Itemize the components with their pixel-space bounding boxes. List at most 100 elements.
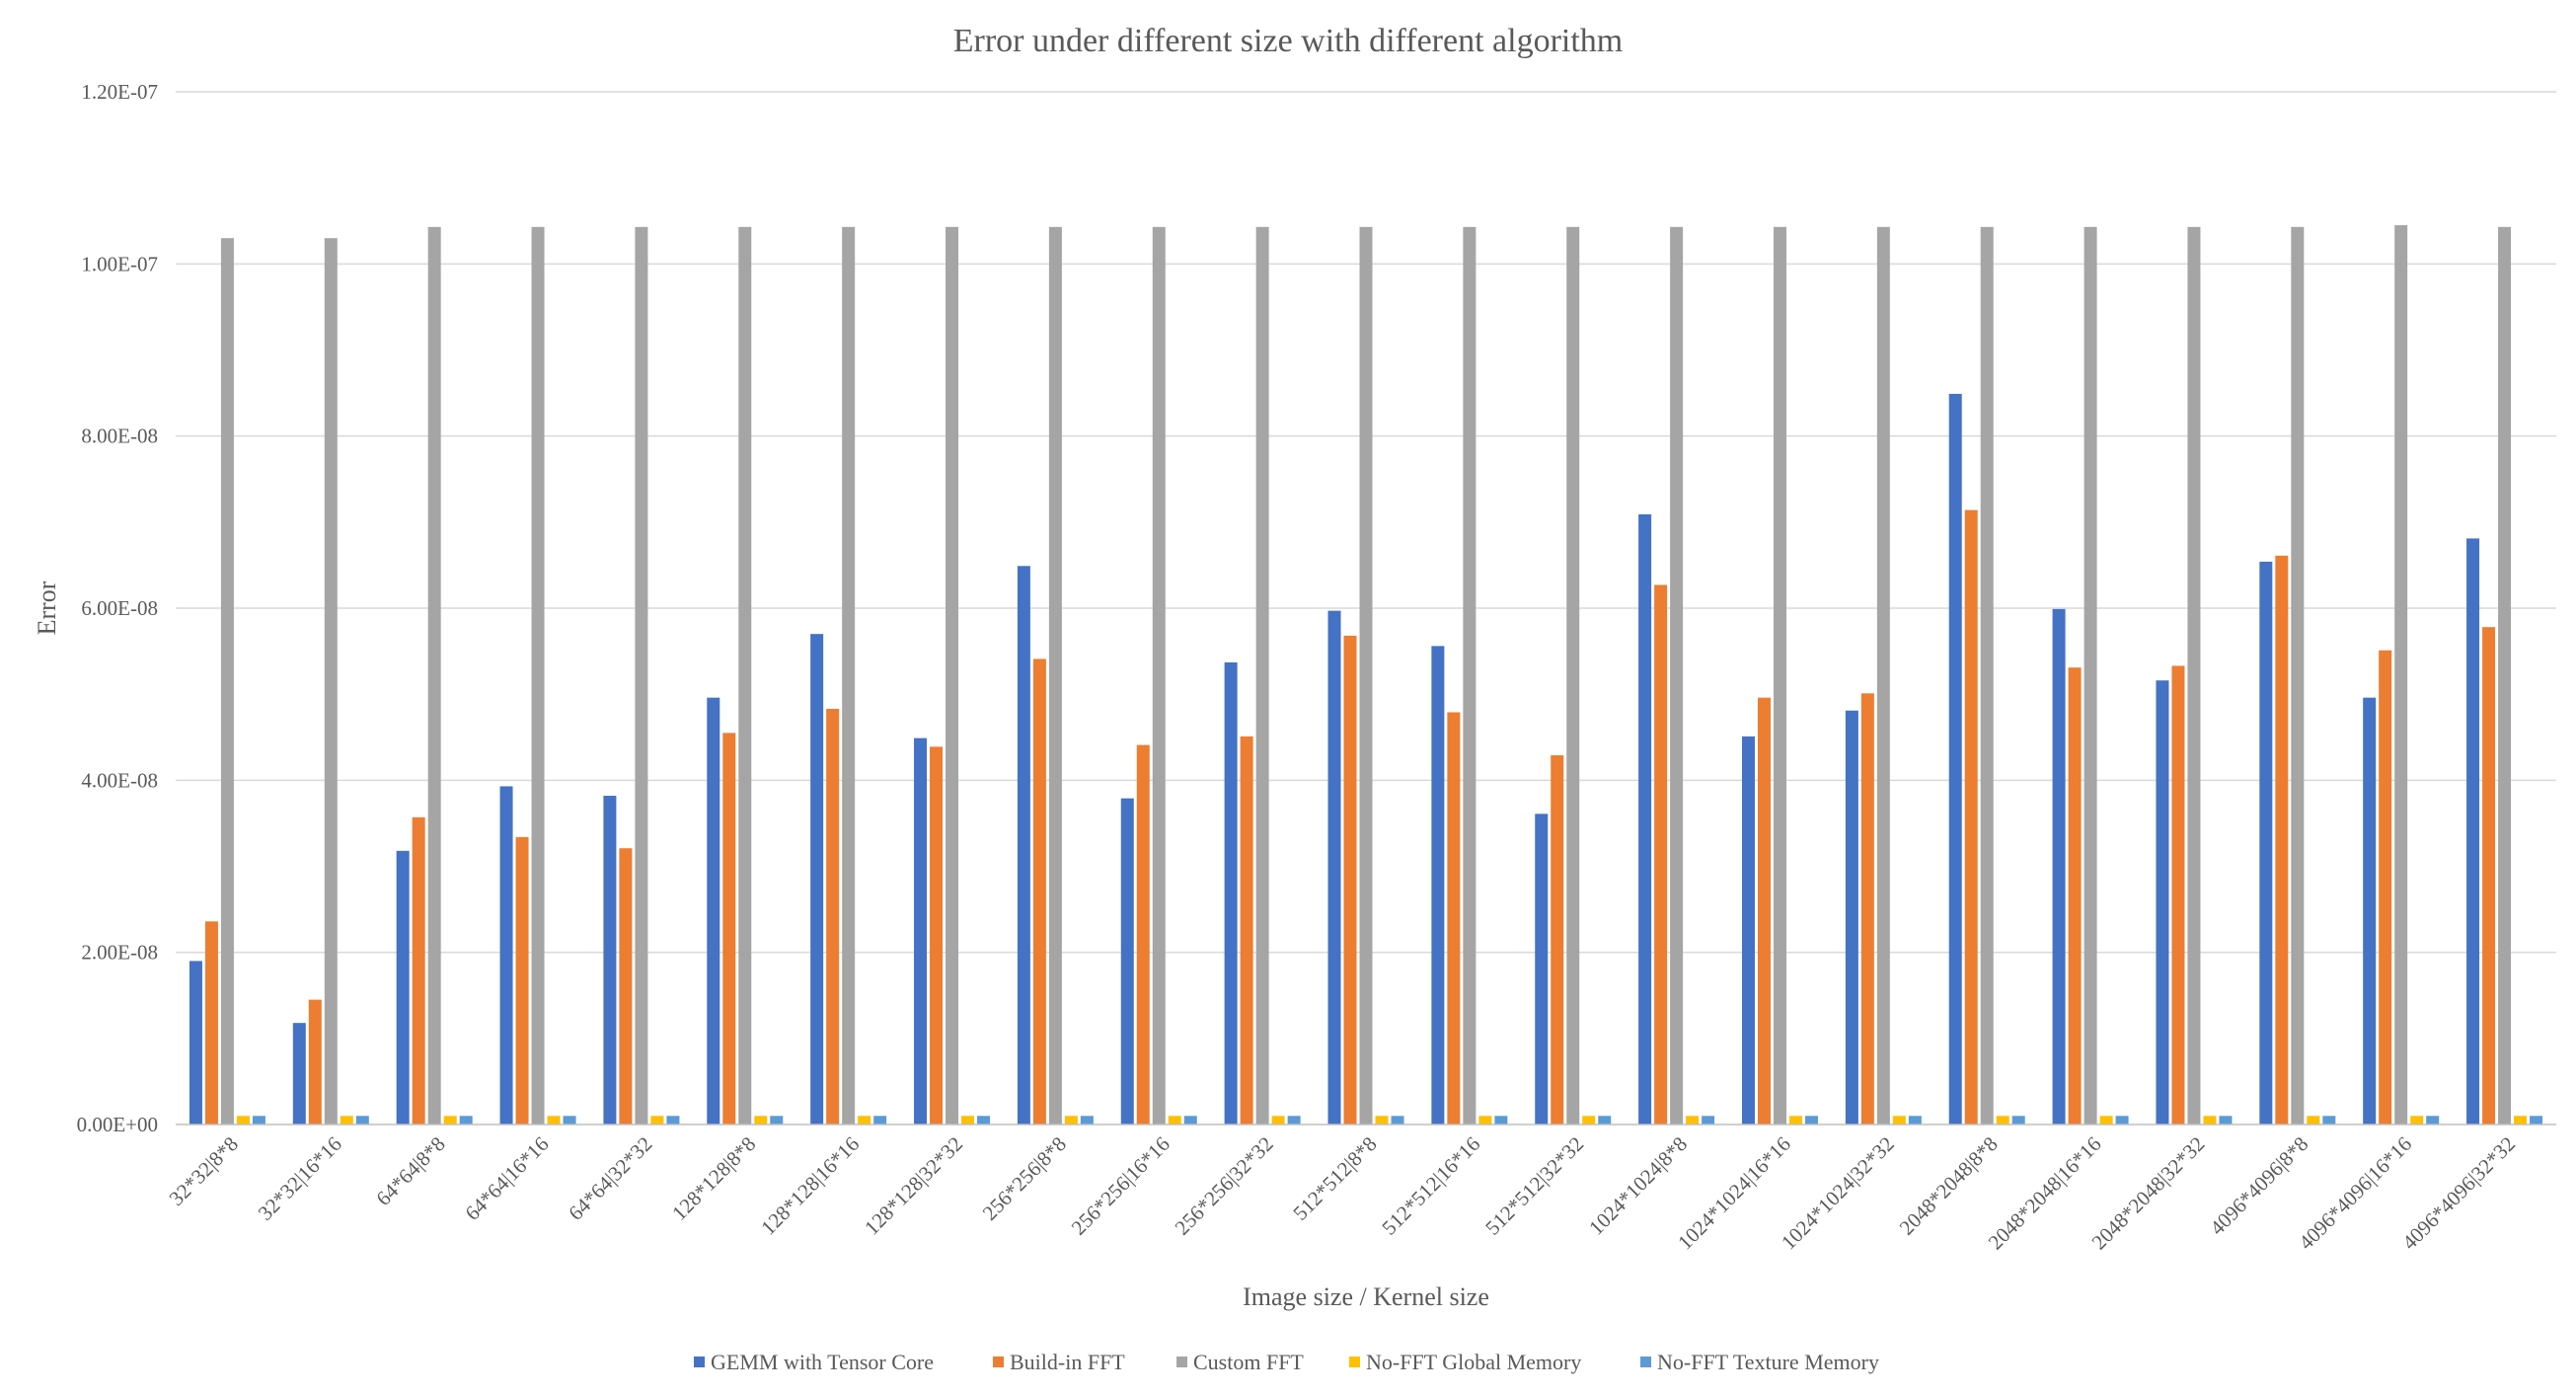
bar (396, 850, 410, 1125)
bar (1876, 226, 1890, 1125)
bar (2530, 1116, 2543, 1125)
bar (1168, 1116, 1181, 1125)
y-tick-label: 6.00E-08 (81, 596, 158, 620)
x-tick-label: 128*128|8*8 (667, 1132, 760, 1225)
bar (1908, 1116, 1922, 1125)
bar (1686, 1116, 1700, 1125)
bar (1017, 566, 1030, 1125)
x-tick-label: 256*256|16*16 (1067, 1132, 1174, 1240)
bar (2171, 665, 2185, 1125)
x-tick-label: 256*256|32*32 (1171, 1132, 1278, 1240)
bar (2482, 627, 2496, 1125)
bar (826, 708, 840, 1125)
bar (2219, 1116, 2233, 1125)
x-tick-label: 256*256|8*8 (978, 1132, 1071, 1225)
bar (2322, 1116, 2336, 1125)
y-tick-label: 2.00E-08 (81, 941, 158, 965)
legend-swatch (694, 1357, 705, 1367)
legend-swatch (1176, 1357, 1187, 1367)
bar (1375, 1116, 1389, 1125)
chart-title: Error under different size with differen… (953, 23, 1624, 59)
x-tick-label: 4096*4096|32*32 (2397, 1132, 2520, 1255)
bar (666, 1116, 680, 1125)
legend-label: No-FFT Global Memory (1366, 1350, 1581, 1374)
bar (2203, 1116, 2217, 1125)
bar (1980, 226, 1994, 1125)
bar (754, 1116, 768, 1125)
bar (1670, 226, 1684, 1125)
x-axis-ticks: 32*32|8*8 32*32|16*16 64*64|8*8 64*64|16*16… (165, 1132, 2520, 1255)
bar (1948, 393, 1962, 1125)
bar (961, 1116, 975, 1125)
bar (770, 1116, 784, 1125)
bar (204, 921, 218, 1125)
bar (1638, 513, 1652, 1125)
y-axis-title: Error (33, 581, 61, 635)
x-tick-label: 4096*4096|8*8 (2205, 1132, 2312, 1240)
bar (252, 1116, 265, 1125)
y-axis-ticks: 0.00E+00 2.00E-08 4.00E-08 6.00E-08 8.00E-08… (77, 80, 158, 1136)
bar (563, 1116, 576, 1125)
bar (946, 226, 959, 1125)
bar (1343, 635, 1357, 1125)
bar (1032, 659, 1046, 1125)
legend-swatch (1349, 1357, 1360, 1367)
bar (340, 1116, 353, 1125)
bar (1702, 1116, 1715, 1125)
bar (2394, 225, 2408, 1125)
legend-label: Custom FFT (1193, 1350, 1304, 1374)
bar (220, 238, 234, 1125)
bar (722, 733, 736, 1125)
bar (2291, 226, 2305, 1125)
bar (2379, 650, 2392, 1125)
x-tick-label: 2048*2048|32*32 (2087, 1132, 2210, 1255)
legend-label: GEMM with Tensor Core (711, 1350, 934, 1374)
y-tick-label: 8.00E-08 (81, 425, 158, 448)
y-tick-label: 1.20E-07 (81, 80, 158, 104)
bar (2084, 226, 2097, 1125)
bar (2363, 697, 2377, 1125)
x-tick-label: 512*512|16*16 (1377, 1132, 1484, 1240)
bar (1741, 736, 1755, 1125)
bar (459, 1116, 473, 1125)
bar (2426, 1116, 2440, 1125)
bar (842, 226, 856, 1125)
bar (2275, 555, 2289, 1125)
bar (324, 238, 338, 1125)
bar (707, 697, 720, 1125)
bar (515, 836, 529, 1125)
legend-label: No-FFT Texture Memory (1657, 1350, 1879, 1374)
bar (1654, 584, 1668, 1125)
bar (1773, 226, 1786, 1125)
bar (977, 1116, 991, 1125)
bar (650, 1116, 664, 1125)
x-tick-label: 1024*1024|32*32 (1777, 1132, 1899, 1255)
bar (1463, 226, 1477, 1125)
legend-label: Build-in FFT (1010, 1350, 1125, 1374)
bar (1447, 712, 1461, 1125)
bar (531, 226, 545, 1125)
bar (873, 1116, 887, 1125)
bar (1535, 814, 1549, 1125)
bar (1996, 1116, 2009, 1125)
bar (2514, 1116, 2528, 1125)
x-tick-label: 512*512|32*32 (1480, 1132, 1588, 1240)
bar (1183, 1116, 1197, 1125)
bar (443, 1116, 457, 1125)
x-tick-label: 512*512|8*8 (1288, 1132, 1381, 1225)
bar (2156, 680, 2169, 1125)
bar (914, 737, 928, 1125)
bar (2410, 1116, 2424, 1125)
bar (1391, 1116, 1404, 1125)
bar (1964, 509, 1978, 1125)
bar (603, 796, 617, 1125)
x-tick-label: 64*64|8*8 (371, 1132, 449, 1210)
x-tick-label: 128*128|16*16 (756, 1132, 864, 1240)
x-tick-label: 64*64|32*32 (564, 1132, 656, 1225)
y-tick-label: 0.00E+00 (77, 1113, 158, 1136)
bar (236, 1116, 250, 1125)
bar (412, 816, 425, 1125)
bar (1255, 226, 1269, 1125)
bar (2498, 226, 2512, 1125)
bar (1224, 661, 1238, 1125)
